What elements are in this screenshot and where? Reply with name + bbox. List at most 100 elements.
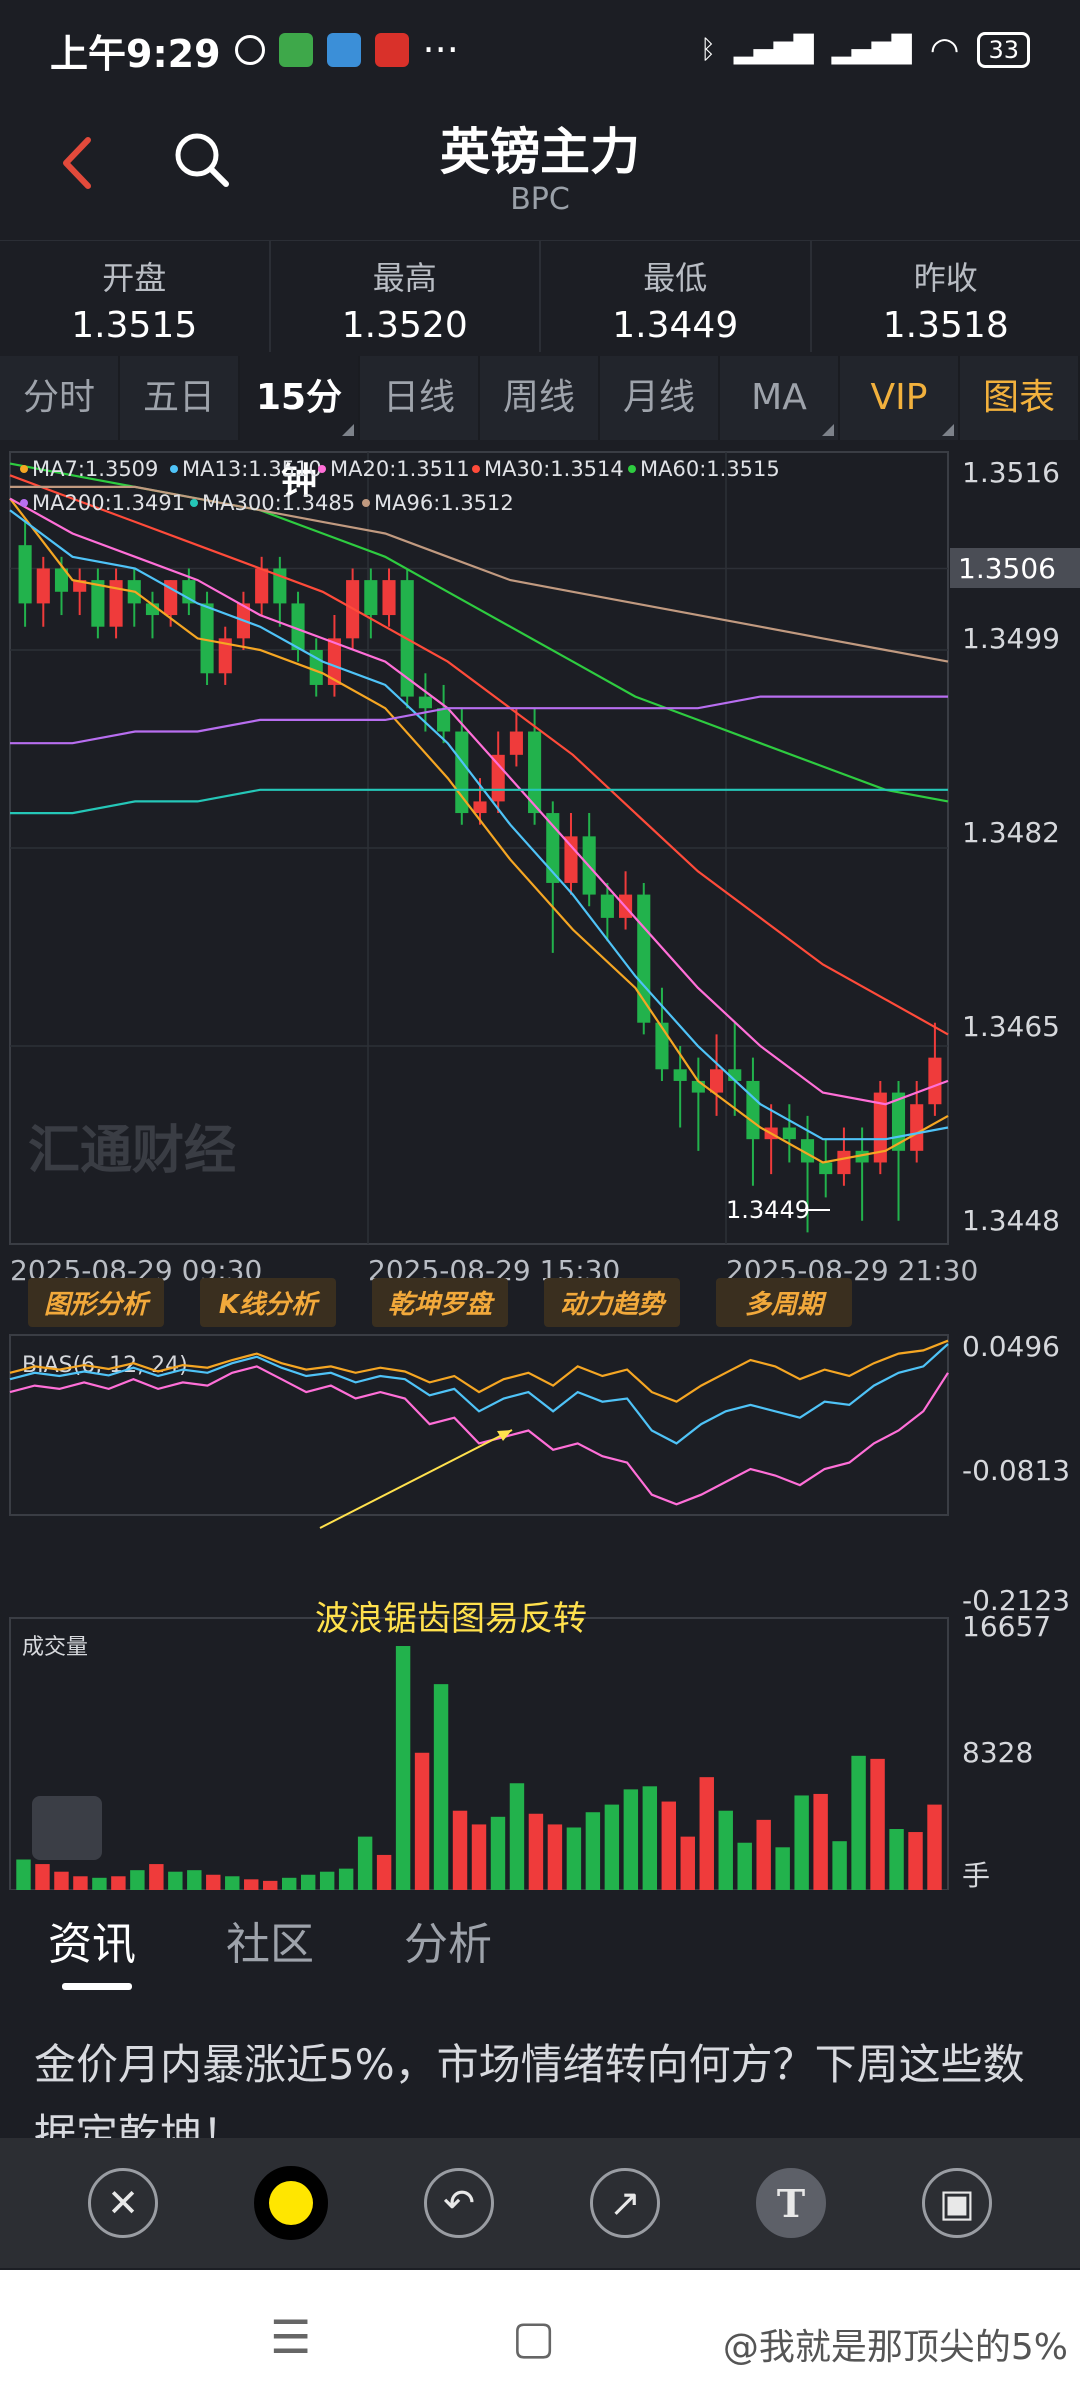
volume-bars	[16, 1646, 942, 1890]
analysis-buttons: 图形分析 K线分析 乾坤罗盘 动力趋势 多周期	[28, 1278, 852, 1327]
dropdown-corner-icon	[942, 424, 954, 436]
annotation-arrow-head	[497, 1430, 512, 1441]
legend-dot	[20, 499, 28, 507]
low-price-label: 1.3449	[726, 1196, 810, 1224]
search-icon[interactable]	[172, 130, 232, 190]
candle-body	[218, 638, 232, 674]
annotation-arrow	[319, 1429, 513, 1529]
candle-body	[691, 1080, 705, 1093]
kline-analysis-button[interactable]: K线分析	[200, 1278, 336, 1327]
volume-bar	[509, 1783, 525, 1890]
candle-body	[600, 894, 614, 918]
color-icon[interactable]	[254, 2166, 328, 2240]
tab-monthly[interactable]: 月线	[600, 356, 720, 440]
drawing-toolbar: ✕ ↶ ↗ T ▣	[0, 2138, 1080, 2268]
tab-news[interactable]: 资讯	[48, 1908, 136, 1990]
candle-body	[18, 545, 32, 604]
volume-bar	[851, 1755, 866, 1890]
volume-bar	[319, 1871, 335, 1890]
home-icon[interactable]: ▢	[512, 2310, 556, 2364]
tab-chart[interactable]: 图表	[960, 356, 1080, 440]
system-nav-bar: ☰ ▢ @我就是那顶尖的5%	[0, 2270, 1080, 2400]
watermark-text: 汇通财经	[28, 1121, 236, 1181]
back-icon[interactable]	[48, 128, 108, 198]
bluetooth-icon: ᛒ	[700, 35, 716, 65]
compass-button[interactable]: 乾坤罗盘	[372, 1278, 508, 1327]
news-tabs: 资讯 社区 分析	[0, 1885, 1080, 1995]
momentum-trend-button[interactable]: 动力趋势	[544, 1278, 680, 1327]
battery-indicator: 33	[977, 32, 1030, 68]
bias-axis-label: 0.0496	[962, 1330, 1060, 1363]
volume-bar	[357, 1836, 373, 1890]
candle-body	[54, 568, 69, 592]
tab-daily[interactable]: 日线	[360, 356, 480, 440]
tab-community[interactable]: 社区	[226, 1919, 314, 1970]
dropdown-corner-icon	[342, 424, 354, 436]
candle-body	[291, 603, 305, 650]
quote-value: 1.3449	[612, 305, 739, 346]
volume-bar	[547, 1824, 563, 1890]
price-axis-label: 1.3499	[962, 622, 1060, 655]
candle-body	[855, 1150, 869, 1163]
ma-line-ma200	[10, 695, 948, 745]
chart-area[interactable]: MA7:1.3509 MA13:1.3510 MA20:1.3511 MA30:1.3…	[0, 440, 1080, 1892]
current-price-badge	[950, 548, 1080, 588]
signal-icon: ▂▄▆█	[831, 35, 912, 65]
tab-intraday[interactable]: 分时	[0, 356, 120, 440]
volume-bar	[604, 1804, 620, 1890]
ma-line-ma30	[9, 474, 949, 1036]
candle-body	[819, 1162, 833, 1175]
volume-bar	[92, 1877, 107, 1890]
ma-legend: MA7:1.3509 MA13:1.3510 MA20:1.3511 MA30:1.3…	[20, 457, 780, 515]
text-icon[interactable]: T	[756, 2168, 826, 2238]
volume-axis-label: 手	[962, 1859, 990, 1890]
candle-body	[910, 1104, 924, 1151]
tab-label: MA	[751, 377, 807, 418]
signal-icon: ▂▄▆█	[733, 35, 814, 65]
volume-bar	[680, 1836, 695, 1890]
candle-body	[528, 731, 542, 814]
alarm-icon	[234, 35, 265, 65]
menu-icon[interactable]: ☰	[270, 2310, 312, 2364]
tab-analysis[interactable]: 分析	[404, 1919, 492, 1970]
ma-line-ma20	[9, 497, 949, 1106]
volume-bar	[244, 1879, 259, 1890]
volume-bar	[54, 1871, 69, 1890]
page-title: 英镑主力	[440, 123, 640, 181]
candle-body	[145, 603, 160, 616]
candle-body	[327, 638, 341, 685]
status-time: 上午9:29	[50, 31, 221, 76]
volume-bar	[566, 1827, 582, 1890]
app-notification-icon	[326, 33, 361, 67]
fullscreen-toggle-icon[interactable]	[32, 1796, 102, 1860]
legend-dot	[362, 499, 370, 507]
legend-entry: MA7:1.3509	[32, 457, 158, 481]
volume-bar	[73, 1876, 88, 1890]
tab-ma[interactable]: MA	[720, 356, 840, 440]
bias-lines	[9, 1339, 949, 1506]
quote-prev-close: 昨收 1.3518	[812, 241, 1080, 352]
pattern-analysis-button[interactable]: 图形分析	[28, 1278, 164, 1327]
save-icon[interactable]: ▣	[922, 2168, 992, 2238]
undo-icon[interactable]: ↶	[424, 2168, 494, 2238]
tab-15min[interactable]: 15分钟	[240, 356, 360, 502]
kline-chart[interactable]: MA7:1.3509 MA13:1.3510 MA20:1.3511 MA30:1.3…	[0, 440, 1080, 1892]
close-icon[interactable]: ✕	[88, 2168, 158, 2238]
status-bar: 上午9:29 ··· ᛒ ▂▄▆█ ▂▄▆█ ◠ 33	[0, 0, 1080, 100]
legend-entry: MA20:1.3511	[330, 457, 470, 481]
price-axis-label: 1.3465	[962, 1010, 1060, 1043]
tab-weekly[interactable]: 周线	[480, 356, 600, 440]
tab-vip[interactable]: VIP	[840, 356, 960, 440]
candle-body	[564, 836, 578, 883]
legend-entry: MA30:1.3514	[484, 457, 624, 481]
candle-body	[655, 1022, 669, 1070]
volume-bar	[528, 1813, 544, 1890]
quote-summary: 开盘 1.3515 最高 1.3520 最低 1.3449 昨收 1.3518	[0, 240, 1080, 352]
volume-bar	[433, 1684, 449, 1890]
volume-bar	[300, 1874, 316, 1890]
tab-five-day[interactable]: 五日	[120, 356, 240, 440]
multi-period-button[interactable]: 多周期	[716, 1278, 852, 1327]
ma-line-ma300	[10, 788, 948, 815]
arrow-icon[interactable]: ↗	[590, 2168, 660, 2238]
news-headline[interactable]: 金价月内暴涨近5%，市场情绪转向何方？下周这些数据定乾坤！	[34, 2040, 1025, 2140]
